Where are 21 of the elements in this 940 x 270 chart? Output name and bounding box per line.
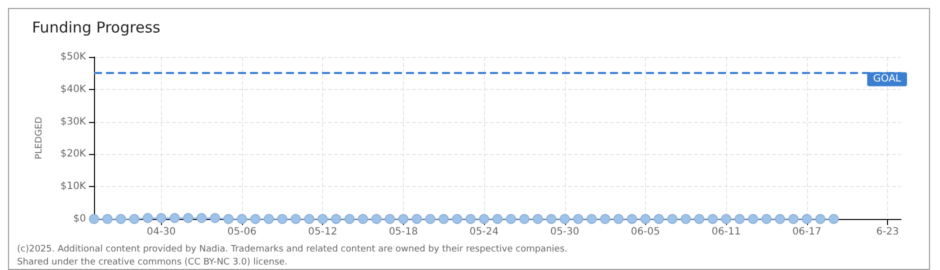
y-tick-label: $30K (60, 116, 86, 128)
chart-title: Funding Progress (32, 18, 161, 36)
x-tick-label: 6-23 (876, 226, 899, 238)
text: (c)2025. Additional content provided by Nadia. Trademarks and related content are owned by their respective companies. (17, 244, 568, 254)
x-tick-label: 06-17 (792, 226, 822, 238)
y-tick-label: $50K (60, 52, 86, 62)
y-tick-label: $0 (73, 214, 86, 224)
x-tick-label: 05-30 (550, 226, 580, 238)
x-tick-label: 05-12 (308, 226, 338, 238)
x-tick-label: 05-24 (470, 226, 499, 238)
x-tick-label: 05-06 (227, 226, 256, 238)
text: Shared under the creative commons (CC BY-NC 3.0) license. (17, 258, 288, 268)
x-tick-label: 06-05 (630, 226, 660, 238)
y-tick-label: $20K (60, 148, 86, 160)
x-tick-label: 05-18 (388, 226, 418, 238)
y-tick-label: $10K (60, 181, 86, 192)
ref-line-label: GOAL (873, 74, 902, 85)
x-tick-label: 06-11 (712, 226, 741, 238)
x-tick-label: 04-30 (146, 226, 176, 238)
y-axis-title: PLEDGED (34, 116, 44, 160)
y-tick-label: $40K (60, 84, 86, 95)
